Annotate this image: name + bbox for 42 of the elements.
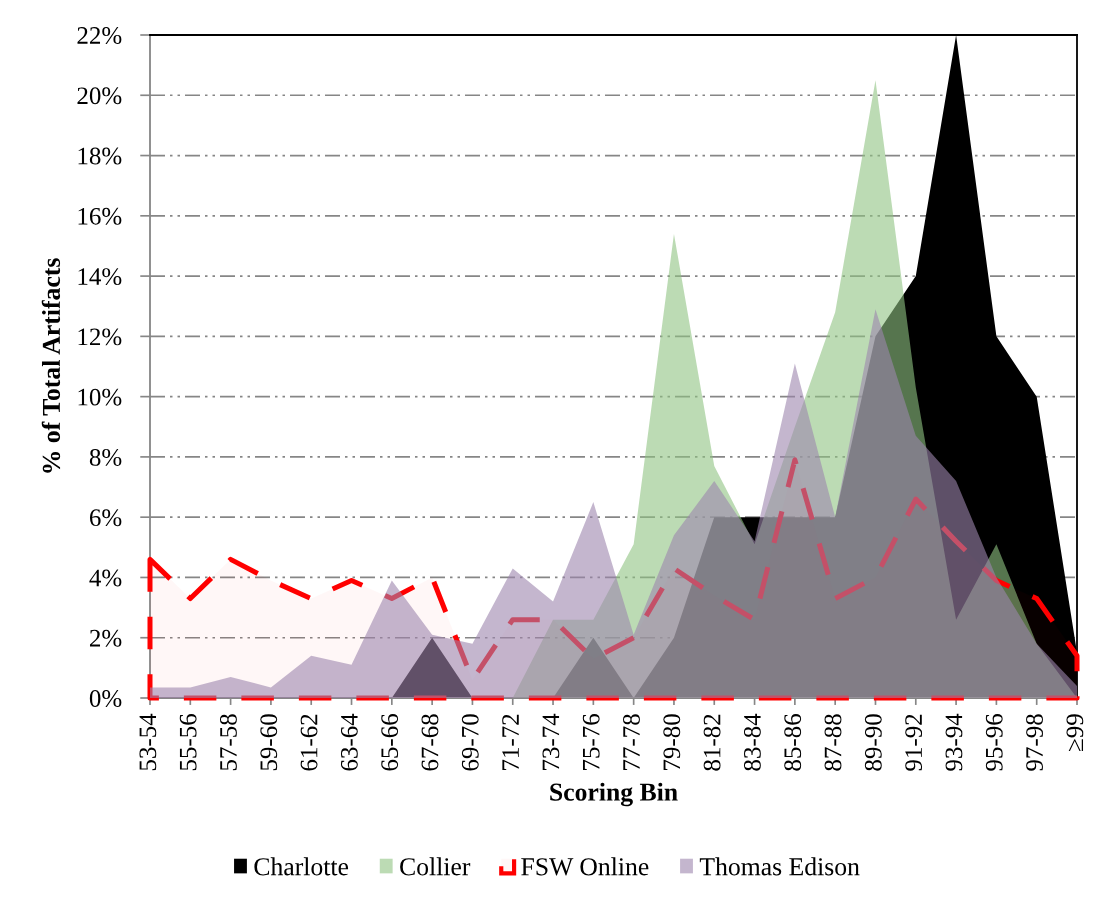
x-tick-label: 75-76 — [582, 714, 600, 770]
legend-label: Collier — [400, 857, 471, 876]
y-tick-label: 6% — [89, 509, 122, 527]
y-tick-label: 4% — [89, 569, 122, 587]
y-tick-label: 8% — [89, 448, 122, 466]
y-axis-title: % of Total Artifacts — [41, 258, 61, 473]
x-tick-label: 95-96 — [985, 714, 1003, 771]
y-tick-label: 0% — [89, 690, 122, 707]
legend-label: Thomas Edison — [699, 857, 860, 876]
x-tick-label: 85-86 — [784, 714, 802, 771]
x-tick-label: 63-64 — [340, 713, 358, 771]
x-tick-label: 89-90 — [864, 714, 882, 771]
x-tick-label: 53-54 — [139, 713, 157, 771]
x-tick-label: 55-56 — [179, 714, 197, 771]
y-tick-label: 20% — [77, 87, 122, 105]
y-tick-label: 10% — [78, 388, 122, 406]
y-tick-label: 14% — [78, 268, 122, 286]
x-tick-label: 93-94 — [945, 713, 963, 771]
x-tick-label: 67-68 — [421, 714, 439, 771]
x-tick-label: 71-72 — [502, 714, 519, 770]
y-tick-label: 12% — [78, 328, 122, 346]
x-tick-label: 77-78 — [623, 714, 640, 770]
x-tick-label: 61-62 — [300, 714, 318, 771]
x-tick-label: 57-58 — [220, 714, 237, 771]
legend-label: FSW Online — [521, 857, 649, 876]
x-tick-label: 79-80 — [663, 714, 681, 770]
x-tick-label: 59-60 — [260, 714, 278, 771]
legend-label: Charlotte — [254, 857, 349, 876]
x-axis-title: Scoring Bin — [550, 782, 678, 807]
x-tick-label: 91-92 — [905, 714, 923, 771]
x-tick-label: 97-98 — [1026, 714, 1043, 771]
x-tick-label: 69-70 — [461, 714, 479, 771]
y-tick-label: 16% — [78, 207, 122, 225]
y-tick-label: 22% — [77, 27, 122, 44]
x-tick-label: 87-88 — [824, 714, 842, 771]
x-tick-label: ≥99 — [1066, 714, 1084, 751]
x-tick-label: 65-66 — [381, 714, 399, 771]
y-tick-label: 2% — [90, 629, 122, 647]
x-tick-label: 73-74 — [542, 713, 560, 770]
x-tick-label: 83-84 — [743, 713, 761, 771]
y-tick-label: 18% — [78, 147, 122, 165]
x-tick-label: 81-82 — [703, 714, 721, 771]
